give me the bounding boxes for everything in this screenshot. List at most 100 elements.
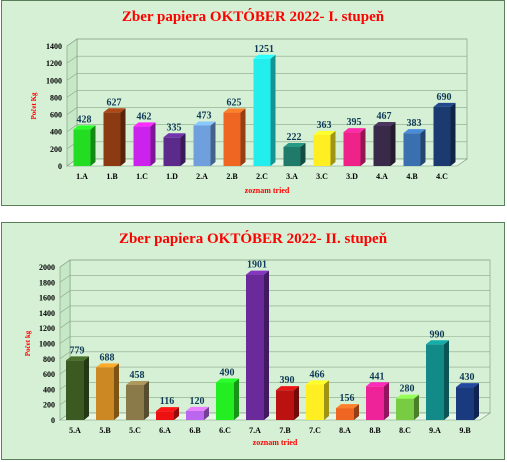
bar-side [450,102,456,166]
data-label: 222 [287,132,302,143]
bar-top [73,125,96,130]
bar-side [414,394,419,420]
chart-title: Zber papiera OKTÓBER 2022- I. stupeň [121,9,385,25]
gridline [66,55,467,64]
bar-side [114,363,119,420]
bar-top [433,102,456,107]
gridline [66,124,467,132]
bar [186,406,209,420]
x-tick-label: 1.B [106,172,118,181]
bar-top [133,122,156,127]
bar-front [186,410,204,420]
bar-top [366,382,389,387]
data-label: 116 [160,396,174,407]
gridline [66,107,467,115]
bar-side [444,340,449,420]
data-label: 990 [430,329,445,340]
data-label: 363 [317,120,332,131]
data-label: 430 [460,372,475,383]
x-tick-label: 4.C [436,172,448,181]
data-label: 473 [197,110,212,121]
data-label: 395 [347,117,362,128]
bar [456,383,479,420]
y-tick-label: 200 [43,401,55,410]
bar-top [193,121,216,126]
bar-front [103,112,121,166]
bar [193,121,216,166]
bar-side [390,121,396,166]
bar-top [216,378,239,383]
x-tick-label: 6.B [189,426,201,435]
bar-front [276,390,294,420]
x-tick-label: 5.C [129,426,141,435]
bar-side [180,133,186,166]
data-label: 390 [280,375,295,386]
bar-top [336,404,359,409]
bar-front [73,129,91,166]
y-tick-label: 200 [50,145,62,154]
bar-chart-1: 0 200 400 600 800 1000 1200 1400 Počet Kg zoznam … [30,38,468,195]
gridline [66,90,467,98]
gridline [59,274,490,283]
bar [306,380,329,420]
bar [133,122,156,166]
bar-top [253,54,276,59]
plot-floor [59,412,491,421]
bar-top [373,121,396,126]
bar-side [330,130,336,166]
data-label: 466 [310,369,325,380]
x-tick-label: 8.C [399,426,411,435]
x-tick-label: 7.C [309,426,321,435]
bar [396,394,419,420]
bar-side [354,404,359,420]
bar-front [403,133,421,166]
y-tick-label: 1400 [46,42,62,51]
bar-side [240,108,246,166]
y-tick-label: 0 [51,416,55,425]
bar-side [474,383,479,420]
bar-front [223,112,241,166]
bar-top [306,380,329,385]
bar-front [396,398,414,420]
x-axis-title: zoznam tried [245,186,290,195]
bar-side [300,142,306,166]
x-tick-label: 7.A [249,426,261,435]
bar [246,270,269,420]
bar-top [156,407,179,412]
bar-top [313,130,336,135]
bar-top [403,129,426,134]
bar-front [306,384,324,420]
bar-side [174,407,179,420]
bar-top [103,108,126,113]
bar [223,108,246,166]
y-tick-label: 800 [50,93,62,102]
chart-panel-2: Zber papiera OKTÓBER 2022- II. stupeň 0 2… [1,222,505,460]
x-tick-label: 1.D [166,172,178,181]
y-tick-label: 1000 [46,76,62,85]
bar-side [120,108,126,166]
plot-grid [59,259,491,421]
bar-side [264,270,269,420]
data-label: 627 [107,97,122,108]
bar-front [426,344,444,420]
bar-top [396,394,419,399]
bar [433,102,456,166]
bar-side [324,380,329,420]
y-tick-label: 800 [43,355,55,364]
gridline [59,305,490,314]
bar-side [384,382,389,420]
bar-front [193,125,211,166]
bar-front [336,408,354,420]
x-tick-label: 8.A [339,426,351,435]
x-tick-label: 1.C [136,172,148,181]
bar-front [373,125,391,166]
bar-side [360,128,366,166]
y-tick-label: 0 [58,162,62,171]
bar [313,130,336,166]
bar-top [163,133,186,138]
bar-top [96,363,119,368]
data-label: 428 [77,114,92,125]
bar [343,128,366,166]
x-tick-label: 7.B [279,426,291,435]
bar [276,386,299,420]
